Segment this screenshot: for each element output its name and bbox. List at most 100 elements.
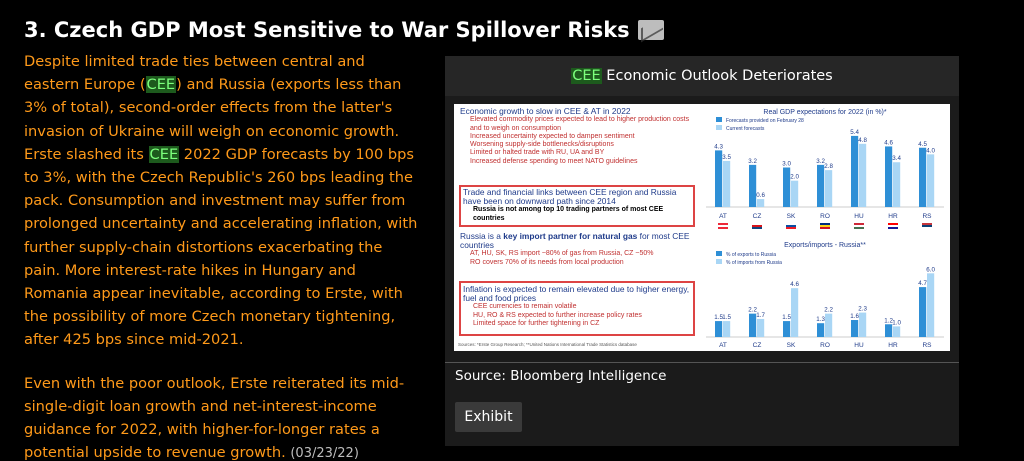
exhibit-button[interactable]: Exhibit [455, 402, 522, 432]
bar [749, 164, 757, 207]
flag-icon [888, 223, 898, 225]
bullet-section-1: Economic growth to slow in CEE & AT in 2… [460, 106, 700, 166]
x-tick-label: SK [787, 342, 796, 349]
flag-icon [786, 223, 796, 225]
gdp-and-trade-charts: Real GDP expectations for 2022 (in %)* Fo… [706, 109, 944, 349]
bullet-list: AT, HU, SK, RS import ~80% of gas from R… [460, 250, 700, 267]
bullet-item: Russia is not among top 10 trading partn… [473, 206, 664, 222]
bar [749, 313, 757, 337]
bullet-item: AT, HU, SK, RS import ~80% of gas from R… [470, 250, 654, 258]
exhibit-panel: CEE Economic Outlook Deteriorates Econom… [445, 56, 959, 446]
legend-label: % of exports to Russia [726, 252, 776, 258]
cee-highlight[interactable]: CEE [145, 76, 177, 94]
legend-label: % of imports from Russia [726, 260, 782, 266]
bar [817, 323, 825, 337]
data-label: 1.5 [782, 314, 791, 321]
data-label: 4.0 [926, 147, 935, 154]
bar [783, 167, 791, 207]
bar [885, 146, 893, 207]
x-tick-label: RS [922, 342, 932, 349]
x-tick-label: RS [922, 213, 932, 220]
text-run: key import partner for natural gas [503, 231, 638, 241]
highlight-box [459, 185, 695, 227]
x-tick-label: AT [719, 342, 727, 349]
flag-icon [854, 223, 864, 225]
legend-label: Forecasts provided on February 28 [726, 118, 804, 124]
bar [927, 273, 935, 337]
data-label: 1.5 [714, 314, 723, 321]
divider [445, 362, 959, 363]
bar [715, 150, 723, 207]
article-body: Despite limited trade ties between centr… [24, 50, 418, 461]
flag-icon [752, 227, 762, 229]
data-label: 5.4 [850, 129, 859, 136]
mail-icon[interactable] [637, 20, 664, 40]
data-label: 4.6 [790, 281, 799, 288]
bullet-item: Increased uncertainty expected to dampen… [470, 132, 635, 140]
flag-icon [820, 223, 830, 225]
data-label: 1.2 [884, 317, 893, 324]
paragraph-1: Despite limited trade ties between centr… [24, 50, 418, 352]
text-run: 2022 GDP forecasts by 100 bps to 3%, wit… [24, 145, 418, 349]
bullet-item: Increased defense spending to meet NATO … [470, 157, 638, 165]
bar [927, 154, 935, 207]
bar [851, 135, 859, 207]
data-label: 4.6 [884, 139, 893, 146]
cee-highlight[interactable]: CEE [148, 145, 180, 163]
x-tick-label: HU [854, 342, 864, 349]
bar [859, 143, 867, 207]
data-label: 0.6 [756, 192, 765, 199]
chart-title: Exports/imports - Russia** [784, 242, 866, 249]
data-label: 4.5 [918, 141, 927, 148]
text-run: ) and Russia (exports less than 3% of to… [24, 76, 402, 163]
flag-icon [786, 227, 796, 229]
cee-highlight[interactable]: CEE [571, 68, 602, 84]
flag-icon [854, 227, 864, 229]
flag-icon [854, 225, 864, 227]
data-label: 2.3 [858, 306, 867, 313]
figure-footnote: Sources: *Erste Group Research; **United… [458, 342, 637, 347]
flag-icon [786, 225, 796, 227]
legend-swatch [716, 117, 722, 122]
data-label: 3.4 [892, 155, 901, 162]
bullet-item: CEE currencies to remain volatile [473, 303, 577, 311]
title-text: 3. Czech GDP Most Sensitive to War Spill… [24, 18, 630, 42]
text-run: Even with the poor outlook, Erste reiter… [24, 374, 405, 461]
bar [791, 288, 799, 337]
date-stamp: (03/23/22) [290, 446, 359, 461]
data-label: 2.0 [790, 174, 799, 181]
bar [851, 320, 859, 337]
exhibit-figure: Economic growth to slow in CEE & AT in 2… [454, 104, 950, 351]
data-label: 2.2 [748, 307, 757, 314]
source-text: Source: Bloomberg Intelligence [455, 368, 667, 384]
bullet-item: Elevated commodity prices expected to le… [470, 116, 690, 132]
text-run: Despite limited trade ties between centr… [24, 53, 365, 94]
flag-icon [718, 225, 728, 227]
x-tick-label: HU [854, 213, 864, 220]
bullet-list: Elevated commodity prices expected to le… [460, 116, 700, 166]
legend-swatch [716, 259, 722, 264]
bar [723, 160, 731, 207]
bullet-item: HU, RO & RS expected to further increase… [473, 311, 642, 319]
x-tick-label: CZ [753, 342, 762, 349]
flag-icon [820, 227, 830, 229]
text-run: for most CEE countries [460, 231, 690, 251]
flag-icon [752, 225, 762, 227]
text-run: Russia is a [460, 231, 504, 241]
data-label: 3.5 [722, 154, 731, 161]
bullet-heading: Inflation is expected to remain elevated… [463, 284, 690, 304]
data-label: 1.7 [756, 312, 765, 319]
data-label: 3.0 [782, 161, 791, 168]
x-tick-label: RO [820, 342, 830, 349]
highlight-box [459, 281, 695, 336]
data-label: 2.2 [824, 307, 833, 314]
data-label: 1.0 [892, 319, 901, 326]
data-label: 3.2 [816, 158, 825, 165]
bullet-item: Worsening supply-side bottlenecks/disrup… [470, 141, 614, 149]
x-tick-label: SK [787, 213, 796, 220]
data-label: 1.3 [816, 316, 825, 323]
flag-icon [820, 225, 830, 227]
bar [715, 321, 723, 337]
bar [859, 312, 867, 337]
data-label: 4.3 [714, 143, 723, 150]
